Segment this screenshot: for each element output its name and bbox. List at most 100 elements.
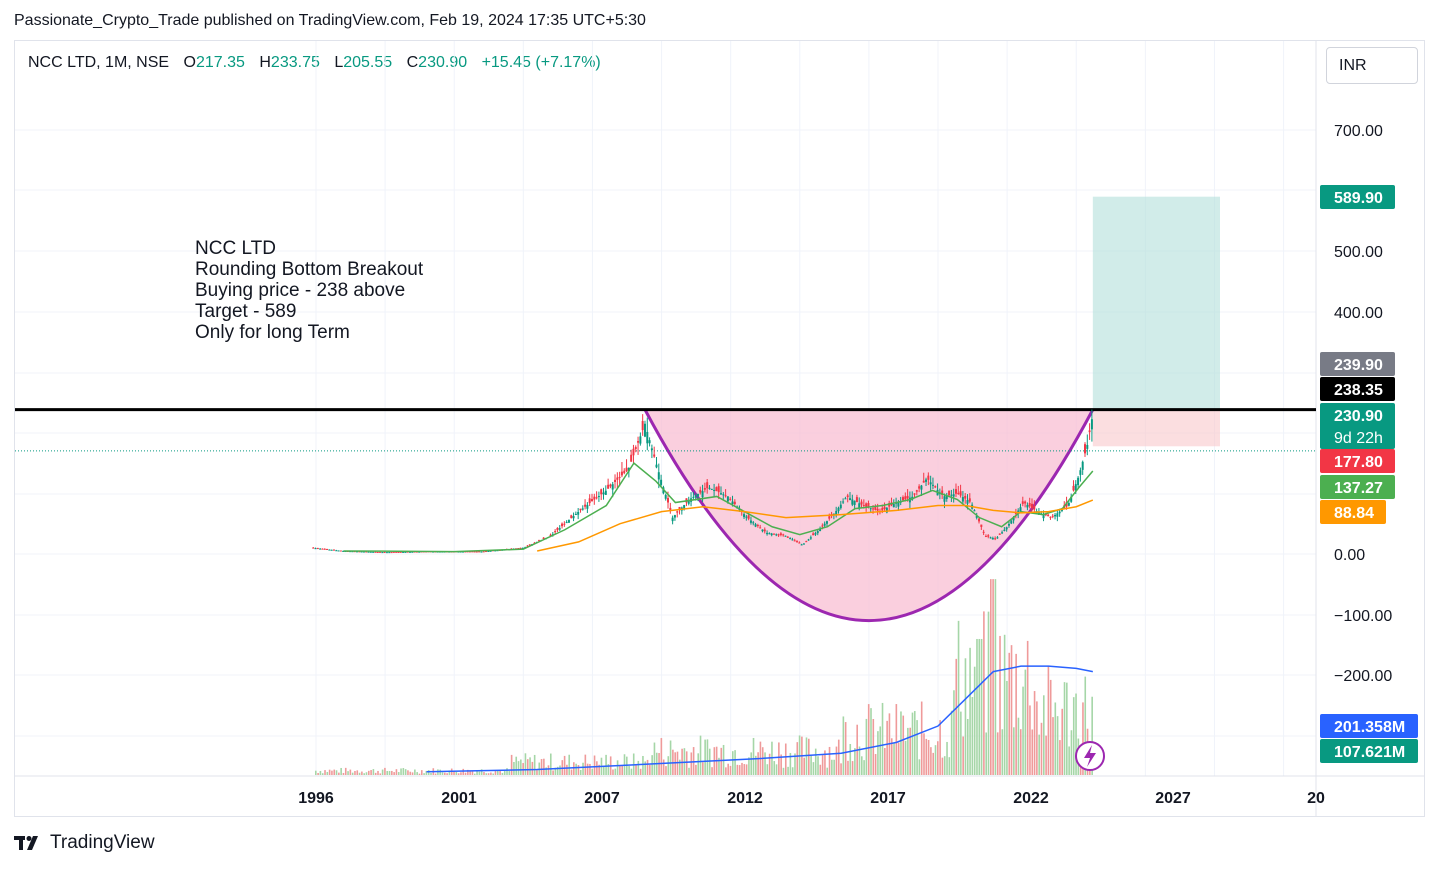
candle-body bbox=[379, 551, 382, 553]
candle-body bbox=[1005, 527, 1008, 530]
currency-selector[interactable]: INR bbox=[1326, 47, 1418, 84]
volume-bar bbox=[573, 762, 575, 775]
volume-bar bbox=[1038, 734, 1040, 775]
close-value: 230.90 bbox=[418, 54, 468, 71]
volume-bar bbox=[349, 769, 352, 775]
volume-bar bbox=[734, 750, 736, 775]
candle-body bbox=[832, 513, 835, 515]
volume-bar bbox=[1019, 729, 1022, 775]
volume-bar bbox=[966, 718, 969, 775]
candle-body bbox=[720, 493, 723, 495]
volume-bar bbox=[547, 765, 550, 775]
candle-body bbox=[579, 508, 582, 511]
volume-bar bbox=[757, 752, 759, 775]
volume-bar bbox=[796, 742, 799, 775]
volume-bar bbox=[748, 757, 750, 775]
candle-body bbox=[609, 484, 612, 487]
tradingview-brand[interactable]: TradingView bbox=[50, 832, 155, 853]
candle-body bbox=[943, 496, 946, 502]
candle-body bbox=[929, 482, 932, 485]
volume-bar bbox=[985, 732, 987, 775]
volume-bar bbox=[430, 772, 432, 775]
high-label: H bbox=[259, 54, 271, 71]
candle-body bbox=[812, 533, 815, 536]
candle-body bbox=[1044, 513, 1047, 516]
volume-bar bbox=[324, 770, 326, 775]
candle-body bbox=[362, 551, 365, 553]
volume-bar bbox=[913, 711, 916, 775]
candle-body bbox=[669, 507, 672, 511]
candle-body bbox=[743, 514, 746, 518]
volume-bar bbox=[455, 771, 458, 775]
candle-body bbox=[862, 504, 865, 506]
volume-bar bbox=[1063, 682, 1066, 775]
volume-bar bbox=[941, 757, 944, 775]
volume-bar bbox=[837, 739, 840, 775]
volume-bar bbox=[579, 769, 582, 775]
x-axis-tick-label: 2027 bbox=[1155, 790, 1191, 807]
candle-body bbox=[858, 503, 861, 508]
volume-bar bbox=[803, 757, 805, 775]
symbol-label[interactable]: NCC LTD, 1M, NSE bbox=[28, 54, 170, 71]
x-axis-tick-label: 1996 bbox=[298, 790, 334, 807]
candle-body bbox=[846, 495, 849, 497]
volume-bar bbox=[400, 768, 402, 775]
y-axis-tick-label: −100.00 bbox=[1334, 608, 1392, 625]
candle-body bbox=[383, 552, 386, 554]
volume-bar bbox=[1017, 717, 1020, 775]
volume-bar bbox=[824, 750, 826, 775]
volume-bar bbox=[902, 715, 905, 775]
candle-body bbox=[961, 497, 964, 502]
candle-body bbox=[756, 524, 759, 526]
volume-bar bbox=[328, 769, 331, 775]
candle-body bbox=[906, 495, 909, 499]
candle-body bbox=[620, 471, 623, 476]
volume-bar bbox=[745, 764, 748, 775]
candle-body bbox=[399, 551, 402, 553]
candle-body bbox=[1070, 496, 1073, 502]
candle-body bbox=[461, 551, 464, 553]
volume-bar bbox=[315, 770, 317, 775]
candle-body bbox=[770, 533, 773, 536]
volume-bar bbox=[575, 763, 577, 775]
candle-body bbox=[634, 447, 637, 450]
candle-body bbox=[865, 503, 868, 507]
candle-body bbox=[597, 496, 600, 498]
volume-bar bbox=[897, 742, 900, 775]
volume-bar bbox=[404, 769, 407, 775]
volume-bar bbox=[833, 759, 835, 775]
candle-body bbox=[312, 547, 315, 549]
volume-bar bbox=[365, 772, 368, 775]
volume-bar bbox=[1033, 691, 1036, 775]
candle-body bbox=[641, 421, 644, 431]
volume-bar bbox=[736, 764, 739, 775]
candle-body bbox=[487, 551, 490, 553]
ma-slow-line bbox=[537, 499, 1094, 552]
candle-body bbox=[994, 538, 997, 540]
volume-bar bbox=[361, 771, 363, 775]
candle-body bbox=[478, 551, 481, 553]
candle-body bbox=[786, 536, 789, 538]
open-label: O bbox=[183, 54, 196, 71]
volume-bar bbox=[840, 763, 842, 775]
y-axis-tick-label: 0.00 bbox=[1334, 547, 1365, 564]
volume-bar bbox=[849, 743, 852, 775]
volume-bar bbox=[969, 647, 971, 775]
candle-body bbox=[791, 539, 794, 541]
lightning-icon[interactable] bbox=[1075, 741, 1105, 771]
volume-bar bbox=[980, 638, 983, 775]
candle-body bbox=[761, 529, 764, 532]
candle-body bbox=[885, 507, 888, 513]
note-line: Buying price - 238 above bbox=[195, 280, 406, 301]
volume-bar bbox=[340, 767, 342, 775]
volume-bar bbox=[471, 770, 474, 775]
volume-bar bbox=[761, 747, 764, 775]
candle-body bbox=[1083, 444, 1086, 454]
volume-bar bbox=[1054, 702, 1057, 775]
candle-body bbox=[925, 479, 928, 482]
volume-bar bbox=[706, 739, 709, 775]
candle-body bbox=[588, 498, 591, 504]
volume-bar bbox=[692, 747, 695, 775]
candle-body bbox=[625, 467, 628, 471]
